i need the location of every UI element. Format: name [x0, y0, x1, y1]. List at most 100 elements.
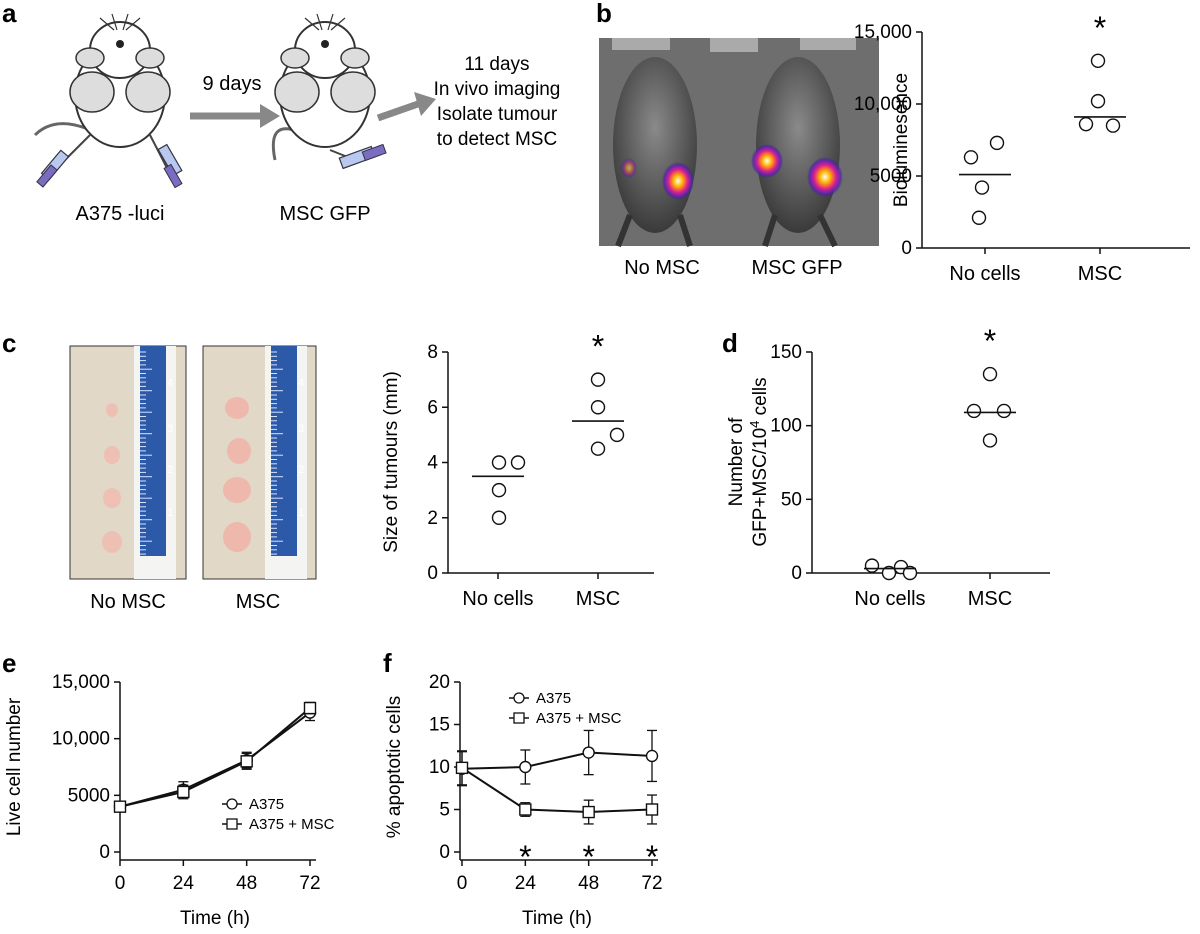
legend-marker-circle [513, 692, 525, 704]
chart-f-apoptosis: 0 5 10 15 20 0 24 48 72 Time (h) % apoptotic cells… [384, 672, 663, 929]
y-axis-label-part: cells [750, 377, 771, 420]
x-tick-label: MSC [968, 588, 1012, 610]
series-line-square [461, 767, 653, 814]
data-point-square [177, 785, 190, 799]
mouse-right-illustration [271, 13, 387, 170]
y-tick-label: 10,000 [52, 729, 110, 750]
y-axis-label-part: GFP+MSC/10 [750, 428, 771, 547]
x-axis-label: Time (h) [522, 908, 592, 929]
y-tick-label: 6 [427, 397, 438, 418]
x-tick-label: 0 [115, 873, 126, 894]
data-point [590, 400, 606, 415]
data-point-square [240, 755, 253, 768]
data-point [864, 558, 880, 573]
data-point [1090, 93, 1106, 109]
x-tick-label: 72 [299, 873, 320, 894]
data-point [609, 427, 625, 443]
y-tick-label: 50 [781, 489, 802, 510]
series-line-circle [119, 711, 311, 808]
y-axis-label-superscript: 4 [747, 421, 762, 428]
legend-marker-square [513, 712, 525, 724]
data-point [989, 135, 1005, 151]
y-tick-label: 20 [429, 672, 450, 693]
data-point-square [582, 805, 595, 819]
y-tick-label: 10,000 [854, 94, 912, 115]
data-point-circle [645, 749, 659, 763]
chart-c-tumour-size: 0 2 4 6 8 No cells MSC * Size of tumours (mm) [381, 329, 654, 610]
x-tick-label: MSC [1078, 263, 1122, 285]
y-axis-label-line-2: GFP+MSC/104 cells [747, 377, 771, 546]
data-point [881, 565, 897, 581]
chart-b-bioluminescence: 0 5000 10,000 15,000 No cells MSC * Bioluminese… [854, 10, 1190, 285]
tumour-label-no-msc: No MSC [90, 591, 166, 613]
significance-star: * [582, 839, 594, 875]
y-axis-label: Bioluminesence [891, 73, 912, 207]
significance-star: * [984, 323, 996, 359]
x-tick-label: 24 [515, 873, 537, 894]
data-point [491, 510, 507, 525]
panel-letter-a: a [2, 0, 17, 28]
tumour-label-msc: MSC [236, 591, 280, 613]
tumour-photo-msc [202, 345, 317, 580]
y-tick-label: 5 [439, 800, 450, 821]
ruler-digit-right-2: 2 [298, 464, 304, 476]
ruler-ticks: 4 3 2 1 4 3 2 1 [140, 351, 304, 555]
data-point-square [519, 803, 532, 816]
y-tick-label: 0 [439, 842, 450, 863]
series-line-square [119, 707, 311, 808]
data-point-circle [519, 760, 532, 774]
bioluminescence-image [599, 38, 879, 248]
data-point [1078, 116, 1094, 132]
x-axis-label: Time (h) [180, 908, 250, 929]
y-axis-label: % apoptotic cells [384, 696, 405, 839]
y-axis-label-line-1: Number of [726, 417, 747, 506]
y-tick-label: 10 [429, 757, 450, 778]
step-line-1: 11 days [464, 54, 529, 75]
x-tick-label: No cells [949, 263, 1020, 285]
data-point [902, 565, 918, 581]
significance-star: * [1094, 10, 1106, 46]
y-tick-label: 15,000 [52, 672, 110, 693]
y-axis-label: Size of tumours (mm) [381, 371, 402, 553]
data-point [510, 455, 526, 470]
data-point-square [645, 803, 659, 816]
significance-star: * [592, 329, 604, 365]
data-point [1090, 53, 1106, 68]
legend-label: A375 + MSC [536, 710, 622, 727]
data-point [971, 210, 987, 225]
ruler-digit-right-1: 1 [298, 507, 304, 519]
step-line-3: Isolate tumour [437, 104, 558, 125]
data-point [982, 433, 998, 448]
data-point [982, 366, 998, 382]
x-tick-label: 48 [578, 873, 599, 894]
y-tick-label: 100 [770, 416, 802, 437]
y-tick-label: 15 [429, 715, 450, 736]
data-point [963, 150, 979, 165]
step-line-2: In vivo imaging [434, 79, 561, 100]
mouse-left-illustration [33, 13, 183, 189]
mouse-left-label: A375 -luci [76, 203, 165, 225]
legend-marker-circle [226, 798, 238, 810]
data-point-square [303, 701, 317, 715]
x-tick-label: MSC [576, 588, 620, 610]
y-tick-label: 150 [770, 342, 802, 363]
ruler-digit-left-2: 2 [167, 464, 173, 476]
panel-letter-b: b [596, 0, 612, 28]
y-tick-label: 4 [427, 453, 438, 474]
panel-d: d 0 50 100 150 No cells MSC * Number of GFP+MSC/… [722, 323, 1050, 610]
series-line-circle [461, 751, 653, 770]
arrow-2-head [414, 92, 436, 116]
y-tick-label: 0 [901, 238, 912, 259]
data-point [590, 372, 606, 387]
legend-label: A375 [536, 690, 571, 707]
x-tick-label: 24 [173, 873, 195, 894]
y-tick-label: 2 [427, 508, 438, 529]
legend-label: A375 + MSC [249, 816, 335, 833]
x-tick-label: 0 [457, 873, 468, 894]
panel-f: f 0 5 10 15 20 0 24 48 72 Time (h) % apoptotic cel… [383, 648, 663, 929]
x-tick-label: 72 [641, 873, 662, 894]
significance-star: * [646, 839, 658, 875]
tumour-photo-no-msc [69, 345, 187, 580]
significance-star: * [519, 839, 531, 875]
legend-label: A375 [249, 796, 284, 813]
